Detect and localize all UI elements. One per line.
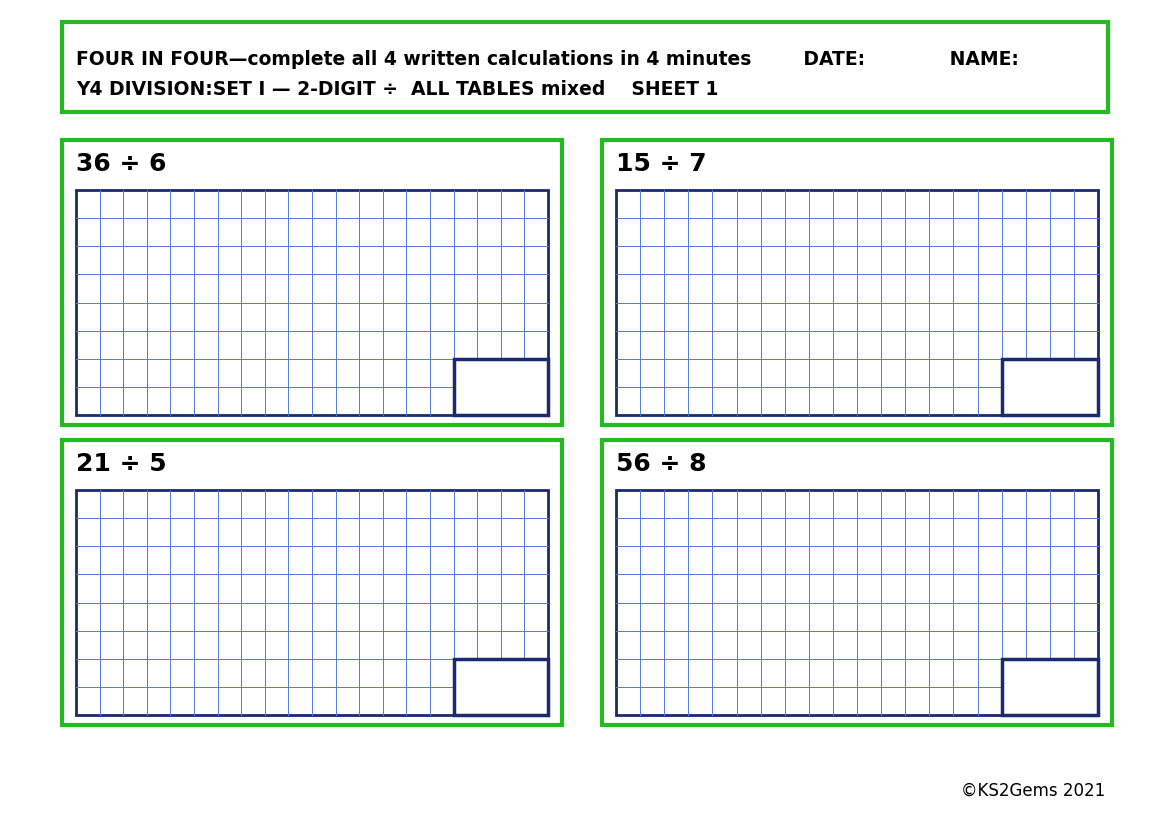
Text: 21 ÷ 5: 21 ÷ 5 (76, 452, 166, 476)
Bar (615, 490, 1097, 715)
Bar (62, 440, 562, 725)
Bar (454, 359, 548, 415)
Text: FOUR IN FOUR—complete all 4 written calculations in 4 minutes        DATE:      : FOUR IN FOUR—complete all 4 written calc… (76, 50, 1019, 69)
Bar (615, 190, 1097, 415)
Text: ©KS2Gems 2021: ©KS2Gems 2021 (961, 782, 1104, 800)
Bar (76, 190, 548, 415)
Bar (603, 440, 1112, 725)
Bar (76, 490, 548, 715)
Text: 15 ÷ 7: 15 ÷ 7 (615, 152, 707, 176)
Bar (62, 22, 1108, 112)
Bar (1002, 659, 1097, 715)
Text: 36 ÷ 6: 36 ÷ 6 (76, 152, 166, 176)
Bar (1002, 359, 1097, 415)
Bar (62, 140, 562, 425)
Text: 56 ÷ 8: 56 ÷ 8 (615, 452, 707, 476)
Bar (454, 659, 548, 715)
Text: Y4 DIVISION:SET I — 2-DIGIT ÷  ALL TABLES mixed    SHEET 1: Y4 DIVISION:SET I — 2-DIGIT ÷ ALL TABLES… (76, 80, 718, 99)
Bar (603, 140, 1112, 425)
